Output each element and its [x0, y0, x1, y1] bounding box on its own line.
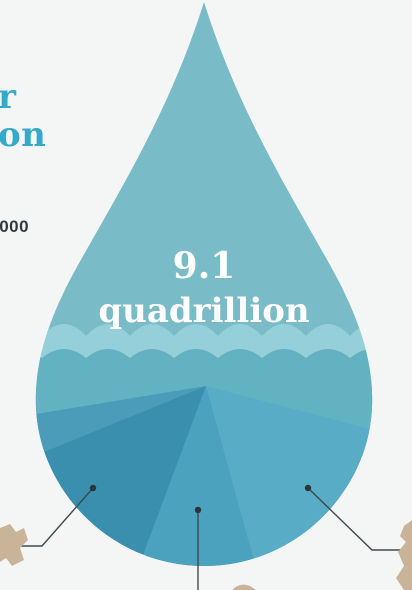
left-heading-line-2: on	[0, 115, 47, 155]
left-number-fragment: ,000	[0, 217, 30, 236]
callout-right	[304, 484, 412, 551]
left-heading-line-1: r	[0, 77, 17, 117]
drop-value: 9.1	[173, 245, 236, 287]
land-shape-left	[0, 524, 28, 566]
land-shape-bottom	[232, 584, 256, 590]
drop-segment-middle	[130, 386, 276, 566]
drop-segment-left-edge	[35, 386, 206, 470]
drop-unit: quadrillion	[98, 291, 309, 331]
callout-middle	[194, 506, 202, 590]
land-shape-right	[396, 520, 412, 590]
left-heading-fragment: r on	[0, 78, 46, 154]
